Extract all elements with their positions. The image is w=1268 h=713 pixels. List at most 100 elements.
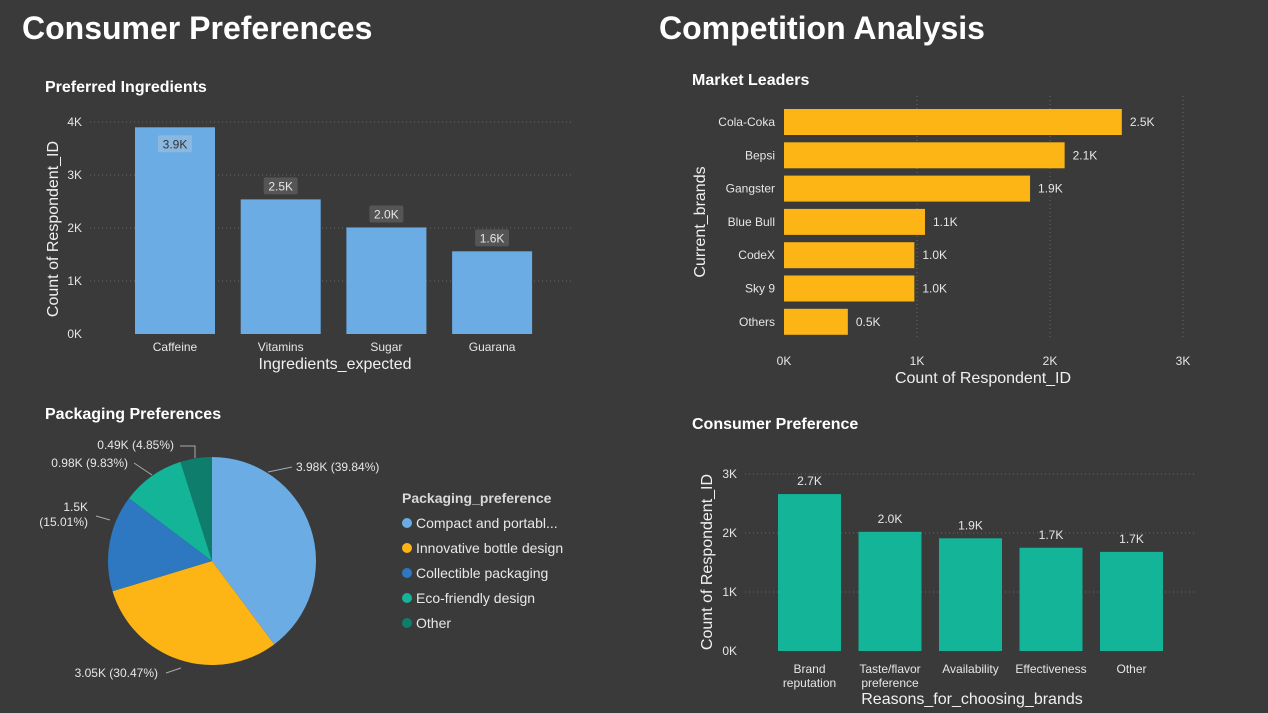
- packaging-pie-slice[interactable]: [212, 457, 317, 645]
- leaders-y-tick: Blue Bull: [728, 215, 775, 229]
- ingredients-x-tick: Vitamins: [258, 340, 304, 354]
- preference-bar[interactable]: [858, 531, 922, 651]
- consumer-preferences-heading: Consumer Preferences: [22, 10, 373, 46]
- preference-x-axis-label: Reasons_for_choosing_brands: [861, 691, 1082, 708]
- packaging-data-label: 3.98K (39.84%): [296, 460, 379, 474]
- ingredients-data-label: 2.0K: [374, 207, 399, 221]
- packaging-leader-line: [165, 667, 182, 674]
- packaging-legend: Packaging_preference Compact and portabl…: [402, 490, 563, 635]
- competition-analysis-heading: Competition Analysis: [659, 10, 985, 46]
- ingredients-data-label-bg: [369, 205, 404, 223]
- preferred-ingredients-title: Preferred Ingredients: [45, 79, 207, 96]
- leaders-data-label: 1.9K: [1038, 182, 1063, 196]
- ingredients-y-tick: 2K: [67, 221, 82, 235]
- ingredients-bar[interactable]: [346, 227, 427, 334]
- packaging-legend-title: Packaging_preference: [402, 490, 552, 506]
- packaging-preferences-chart: 3.98K (39.84%) 3.05K (30.47%) 1.5K (15.01%)…: [39, 438, 379, 680]
- leaders-x-axis-label: Count of Respondent_ID: [895, 370, 1071, 387]
- preference-y-tick: 3K: [722, 467, 737, 481]
- leaders-y-tick: Bepsi: [745, 148, 775, 162]
- ingredients-data-label-bg: [263, 177, 298, 195]
- packaging-pie-slice[interactable]: [112, 561, 275, 666]
- ingredients-y-tick: 4K: [67, 115, 82, 129]
- preference-bar[interactable]: [778, 494, 841, 651]
- legend-marker: [402, 567, 412, 578]
- preference-y-tick: 1K: [722, 585, 737, 599]
- leaders-y-tick: Others: [739, 315, 775, 329]
- preference-y-tick: 0K: [722, 644, 737, 658]
- ingredients-x-tick: Caffeine: [153, 340, 198, 354]
- packaging-legend-item[interactable]: Eco-friendly design: [402, 585, 563, 610]
- legend-label: Innovative bottle design: [416, 539, 564, 556]
- preference-data-label: 1.7K: [1039, 528, 1064, 542]
- ingredients-data-label: 2.5K: [268, 179, 293, 193]
- preference-bar[interactable]: [1100, 551, 1163, 651]
- preference-x-tick: Brand reputation: [783, 662, 836, 690]
- leaders-bar[interactable]: [784, 275, 915, 302]
- ingredients-y-tick: 1K: [67, 274, 82, 288]
- market-leaders-chart: 0K 1K 2K 3K 2.5K Cola-Coka 2.1K Bepsi 1.9K Gangst…: [692, 96, 1191, 387]
- packaging-legend-item[interactable]: Collectible packaging: [402, 560, 563, 585]
- ingredients-bar[interactable]: [452, 251, 533, 334]
- packaging-legend-item[interactable]: Compact and portabl...: [402, 510, 563, 535]
- leaders-x-tick: 1K: [910, 354, 925, 368]
- packaging-pie-slice[interactable]: [180, 457, 212, 561]
- legend-marker: [402, 592, 412, 603]
- packaging-data-label: 1.5K (15.01%): [39, 500, 88, 529]
- ingredients-bar[interactable]: [135, 127, 215, 334]
- preference-y-axis-label: Count of Respondent_ID: [699, 474, 716, 650]
- leaders-y-tick: Cola-Coka: [718, 115, 775, 129]
- leaders-x-tick: 2K: [1043, 354, 1058, 368]
- preference-x-tick: Effectiveness: [1015, 662, 1086, 676]
- ingredients-bar[interactable]: [240, 199, 321, 334]
- packaging-leader-line: [267, 466, 293, 473]
- leaders-data-label: 1.0K: [922, 248, 947, 262]
- preference-x-tick: Taste/flavor preference: [859, 662, 920, 690]
- leaders-bar[interactable]: [784, 242, 915, 269]
- packaging-preferences-title: Packaging Preferences: [45, 406, 222, 423]
- leaders-y-axis-label: Current_brands: [692, 166, 709, 277]
- ingredients-x-tick: Sugar: [370, 340, 402, 354]
- packaging-legend-item[interactable]: Other: [402, 610, 563, 635]
- packaging-leader-line: [95, 515, 111, 521]
- leaders-bar[interactable]: [784, 109, 1122, 135]
- packaging-legend-item[interactable]: Innovative bottle design: [402, 535, 563, 560]
- legend-marker: [402, 517, 412, 528]
- leaders-data-label: 1.1K: [933, 215, 958, 229]
- leaders-data-label: 1.0K: [922, 282, 947, 296]
- leaders-bar[interactable]: [784, 175, 1031, 202]
- ingredients-data-label: 3.9K: [163, 137, 188, 151]
- preference-bar[interactable]: [939, 538, 1002, 651]
- leaders-y-tick: Sky 9: [745, 282, 775, 296]
- ingredients-x-axis-label: Ingredients_expected: [259, 356, 412, 373]
- ingredients-y-axis-label: Count of Respondent_ID: [45, 141, 62, 317]
- ingredients-data-label-bg: [475, 229, 510, 247]
- leaders-data-label: 2.1K: [1073, 148, 1098, 162]
- preference-y-tick: 2K: [722, 526, 737, 540]
- preference-data-label: 2.0K: [878, 512, 903, 526]
- packaging-data-label: 3.05K (30.47%): [75, 666, 158, 680]
- ingredients-y-tick: 3K: [67, 168, 82, 182]
- packaging-pie-slice[interactable]: [129, 461, 212, 561]
- legend-label: Compact and portabl...: [416, 514, 558, 531]
- leaders-bar[interactable]: [784, 142, 1065, 169]
- leaders-y-tick: Gangster: [726, 182, 775, 196]
- leaders-bar[interactable]: [784, 308, 848, 335]
- legend-marker: [402, 617, 412, 628]
- packaging-leader-line: [180, 445, 196, 458]
- packaging-pie-slice[interactable]: [108, 498, 212, 592]
- ingredients-x-tick: Guarana: [469, 340, 516, 354]
- preference-data-label: 1.9K: [958, 518, 983, 532]
- leaders-bar[interactable]: [784, 208, 925, 235]
- leaders-data-label: 2.5K: [1130, 115, 1155, 129]
- legend-marker: [402, 542, 412, 553]
- preference-bar[interactable]: [1019, 547, 1083, 651]
- preference-x-tick: Other: [1116, 662, 1146, 676]
- preference-data-label: 1.7K: [1119, 532, 1144, 546]
- leaders-x-tick: 0K: [777, 354, 792, 368]
- ingredients-data-label: 1.6K: [480, 231, 505, 245]
- legend-label: Other: [416, 614, 452, 631]
- leaders-x-tick: 3K: [1176, 354, 1191, 368]
- packaging-data-label: 0.49K (4.85%): [97, 438, 174, 452]
- packaging-data-label: 0.98K (9.83%): [51, 456, 128, 470]
